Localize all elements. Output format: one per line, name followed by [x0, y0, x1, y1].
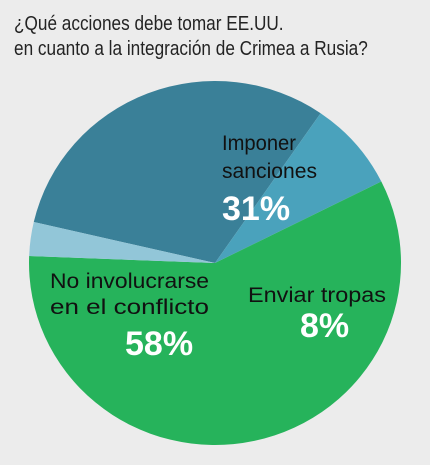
pie-label-2-line-1: en el conflicto — [50, 296, 209, 319]
pie-label-0-line-1: sanciones — [222, 160, 317, 183]
chart-title: ¿Qué acciones debe tomar EE.UU. en cuant… — [14, 12, 368, 62]
pie-value-0: 31% — [222, 190, 290, 228]
pie-slices — [29, 81, 402, 446]
chart-title-line-1: ¿Qué acciones debe tomar EE.UU. — [14, 13, 284, 35]
pie-slice-0 — [33, 81, 321, 263]
chart-title-line-2: en cuanto a la integración de Crimea a R… — [14, 38, 368, 60]
pie-slice-2 — [29, 181, 402, 446]
pie-value-2: 58% — [125, 325, 193, 363]
pie-slice-1 — [215, 113, 382, 263]
pie-value-1: 8% — [300, 307, 349, 345]
pie-label-2-line-0: No involucrarse — [50, 270, 209, 293]
pie-slice-3 — [29, 222, 215, 263]
pie-label-0-line-0: Imponer — [222, 132, 296, 155]
pie-label-1-line-0: Enviar tropas — [248, 284, 386, 307]
